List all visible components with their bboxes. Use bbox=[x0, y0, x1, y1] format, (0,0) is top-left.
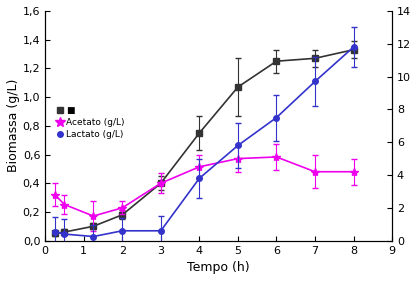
X-axis label: Tempo (h): Tempo (h) bbox=[187, 261, 250, 274]
Y-axis label: Biomassa (g/L): Biomassa (g/L) bbox=[7, 79, 20, 173]
Legend: ■, Acetato (g/L), Lactato (g/L): ■, Acetato (g/L), Lactato (g/L) bbox=[53, 103, 128, 142]
